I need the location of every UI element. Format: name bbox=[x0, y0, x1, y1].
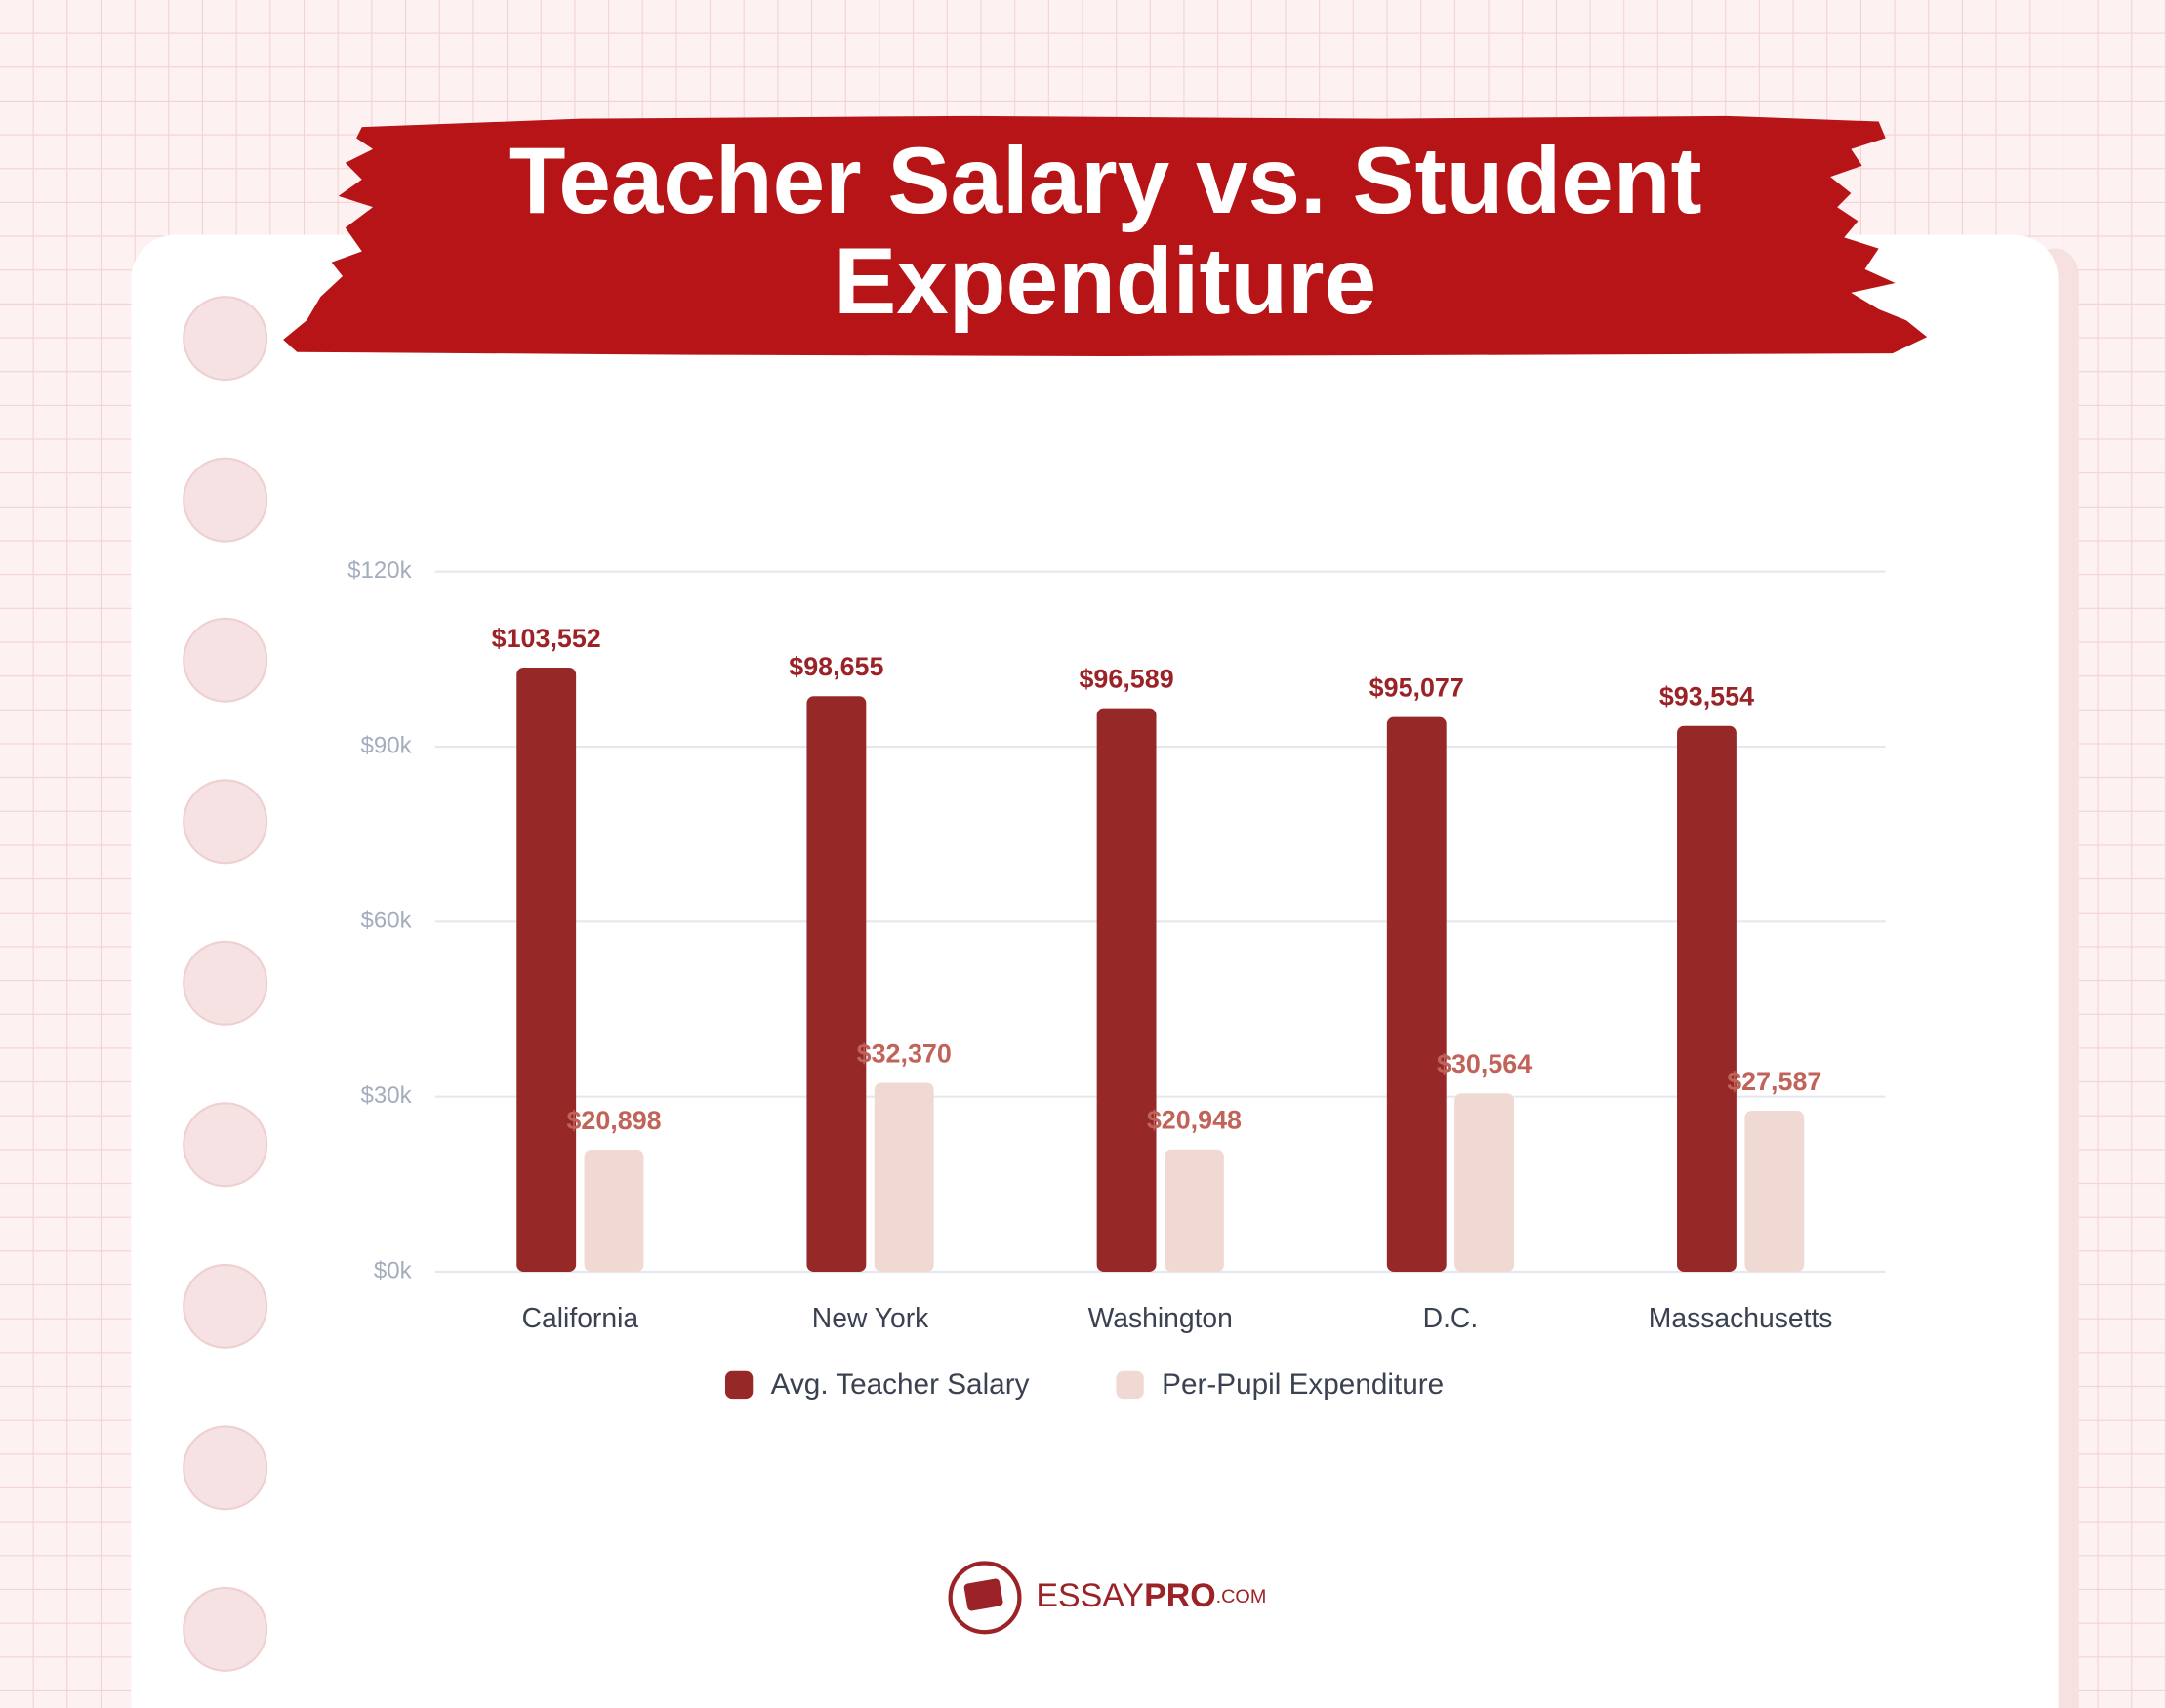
title-line: Expenditure bbox=[834, 229, 1376, 334]
bar bbox=[516, 668, 577, 1272]
y-tick-label: $30k bbox=[361, 1082, 413, 1109]
bar bbox=[1096, 708, 1157, 1272]
value-label: $98,655 bbox=[789, 652, 883, 681]
value-label: $32,370 bbox=[857, 1038, 952, 1068]
x-tick-label: California bbox=[522, 1302, 639, 1333]
legend-marker bbox=[724, 1370, 754, 1400]
bar bbox=[1164, 1149, 1224, 1272]
logo-brand: ESSAY bbox=[1036, 1577, 1144, 1614]
x-tick-label: D.C. bbox=[1423, 1302, 1479, 1333]
value-label: $20,898 bbox=[566, 1106, 661, 1135]
title-line: Teacher Salary vs. Student bbox=[509, 129, 1702, 233]
value-label: $20,948 bbox=[1147, 1106, 1242, 1135]
bar bbox=[1744, 1111, 1805, 1272]
logo: ESSAYPRO.COM bbox=[948, 1561, 1266, 1635]
x-tick-label: New York bbox=[812, 1302, 929, 1333]
title-banner bbox=[283, 115, 1928, 356]
logo-text: ESSAYPRO.COM bbox=[1036, 1577, 1266, 1614]
bar bbox=[1386, 716, 1447, 1272]
y-tick-label: $120k bbox=[347, 557, 413, 584]
logo-ring bbox=[948, 1561, 1022, 1635]
legend-marker bbox=[1116, 1370, 1144, 1400]
binder-holes bbox=[183, 296, 268, 1672]
x-tick-label: Washington bbox=[1088, 1302, 1233, 1333]
value-label: $95,077 bbox=[1369, 672, 1464, 702]
logo-icon bbox=[963, 1578, 1003, 1611]
value-label: $103,552 bbox=[492, 624, 601, 653]
bar bbox=[806, 696, 867, 1272]
bar bbox=[1454, 1093, 1515, 1272]
bar bbox=[1677, 725, 1737, 1272]
x-tick-label: Massachusetts bbox=[1649, 1302, 1833, 1333]
legend-label: Per-Pupil Expenditure bbox=[1162, 1368, 1444, 1401]
logo-domain: .COM bbox=[1216, 1586, 1267, 1607]
y-tick-label: $60k bbox=[361, 908, 413, 934]
value-label: $96,589 bbox=[1079, 664, 1173, 693]
value-label: $27,587 bbox=[1727, 1067, 1821, 1096]
plot: $0k $30k $60k $90k $120k California $103,552 $2… bbox=[347, 557, 1886, 1401]
value-label: $93,554 bbox=[1659, 682, 1754, 712]
card bbox=[131, 234, 2059, 1708]
y-tick-label: $90k bbox=[361, 732, 413, 758]
legend-label: Avg. Teacher Salary bbox=[771, 1368, 1030, 1401]
logo-brand-bold: PRO bbox=[1144, 1577, 1216, 1614]
value-label: $30,564 bbox=[1437, 1049, 1532, 1078]
bar bbox=[584, 1150, 644, 1272]
y-tick-label: $0k bbox=[374, 1257, 413, 1283]
bar bbox=[874, 1082, 934, 1272]
